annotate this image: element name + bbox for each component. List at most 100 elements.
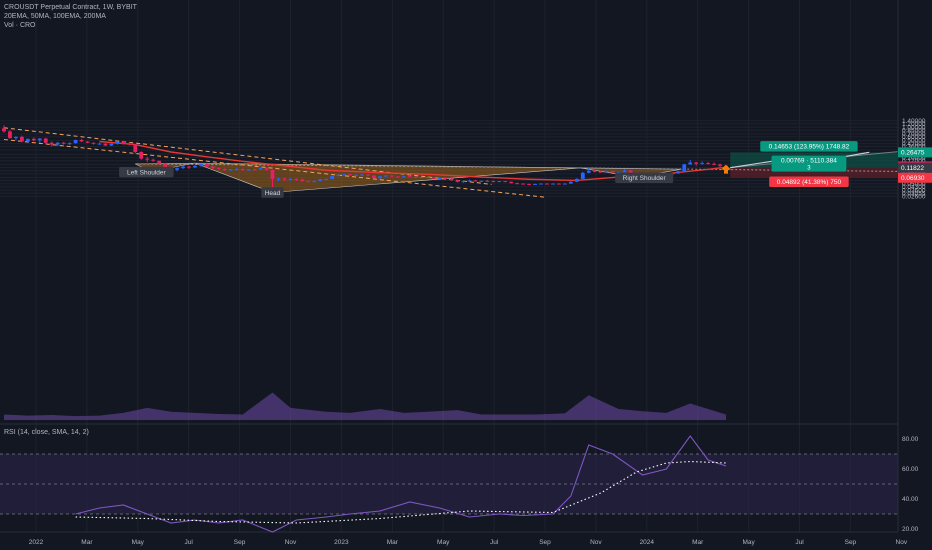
time-tick-label: Nov [896, 539, 908, 546]
candle [491, 181, 496, 183]
candle [568, 181, 573, 184]
candle [372, 175, 376, 179]
candle [628, 170, 633, 173]
candle [270, 169, 275, 179]
price-label-bg [898, 162, 932, 173]
price-tick-label: 0.60000 [902, 134, 926, 141]
time-tick-label: Mar [81, 539, 93, 546]
position-entry-sub: 3 [807, 166, 811, 172]
candle [419, 177, 424, 179]
position-stop-label: 0.04892 (41.38%) 750 [777, 179, 842, 186]
candle [330, 176, 335, 179]
price-tick-label: 0.03600 [902, 187, 926, 194]
price-tick-label: 0.70000 [902, 131, 926, 138]
candle [413, 176, 418, 178]
price-label: 0.26475 [901, 150, 925, 157]
position-entry-label: 0.00769 · 5110.384 [781, 158, 837, 165]
volume-legend: Vol · CRO [4, 22, 36, 29]
loss-zone [730, 167, 932, 178]
candle [240, 169, 245, 171]
price-label: 0.06930 [901, 175, 925, 182]
candle [437, 177, 442, 179]
candle [521, 183, 526, 185]
candle [467, 180, 472, 182]
pattern-annotation-bg [119, 166, 174, 178]
candle [461, 181, 466, 183]
candle [694, 162, 699, 164]
time-tick-label: May [132, 539, 145, 546]
candle [718, 164, 722, 166]
candle [610, 171, 615, 173]
candle [604, 171, 609, 173]
candle [712, 163, 716, 165]
candle [431, 177, 436, 179]
time-tick-label: Jul [795, 539, 804, 546]
rsi-tick-label: 60.00 [902, 466, 919, 473]
candle [300, 179, 305, 182]
price-tick-label: 1.20000 [902, 121, 926, 128]
candle [485, 180, 490, 182]
candle [49, 142, 54, 145]
candle [545, 183, 549, 185]
candle [246, 169, 251, 171]
rsi-legend: RSI (14, close, SMA, 14, 2) [4, 429, 89, 436]
candle [258, 168, 263, 170]
candle [264, 168, 269, 170]
candle [336, 175, 341, 177]
candle [407, 176, 412, 178]
time-tick-label: Sep [539, 539, 551, 546]
candle [425, 177, 430, 179]
candle [187, 166, 191, 168]
position-target-label-bg [760, 141, 858, 152]
candle [193, 165, 197, 168]
candle [145, 158, 150, 160]
time-tick-label: 2023 [334, 539, 349, 546]
rsi-sma-line [75, 460, 727, 524]
rsi-tick-label: 80.00 [902, 436, 919, 443]
candle [151, 159, 156, 161]
time-tick-label: May [437, 539, 450, 546]
time-tick-label: Sep [845, 539, 857, 546]
pattern-annotation-bg [261, 187, 284, 198]
candle [342, 174, 347, 176]
candle [121, 141, 126, 144]
candle [557, 183, 561, 185]
time-tick-label: Jul [185, 539, 194, 546]
candle [443, 177, 448, 179]
price-tick-label: 1.40000 [902, 118, 926, 125]
candle [109, 143, 114, 146]
candle [497, 181, 502, 183]
position-stop-label-bg [769, 176, 849, 187]
time-tick-label: Mar [387, 539, 399, 546]
candle [324, 178, 329, 180]
candle [395, 176, 400, 178]
pattern-annotation-bg [615, 172, 674, 183]
candle [103, 143, 108, 146]
candle [688, 162, 693, 165]
candle [175, 168, 179, 170]
candle [181, 166, 185, 169]
time-axis-bg [0, 533, 932, 550]
price-label: 0.11822 [901, 165, 924, 172]
price-tick-label: 0.04300 [902, 184, 926, 191]
price-axis-bg [898, 0, 932, 550]
entry-arrow [721, 164, 731, 174]
candle [157, 160, 162, 164]
candle [592, 170, 597, 172]
candle [228, 169, 233, 171]
pattern-annotation: Head [265, 190, 281, 197]
rsi-tick-label: 20.00 [902, 526, 919, 533]
price-label-bg [898, 147, 932, 158]
candle [479, 180, 484, 182]
candle [551, 183, 555, 185]
candle [366, 174, 370, 176]
candle [204, 163, 209, 167]
candle [20, 136, 24, 142]
candle [294, 178, 299, 180]
time-tick-label: Nov [285, 539, 297, 546]
candle [533, 183, 537, 185]
price-tick-label: 1.00000 [902, 124, 926, 131]
candle [67, 143, 72, 145]
candle [318, 179, 323, 182]
